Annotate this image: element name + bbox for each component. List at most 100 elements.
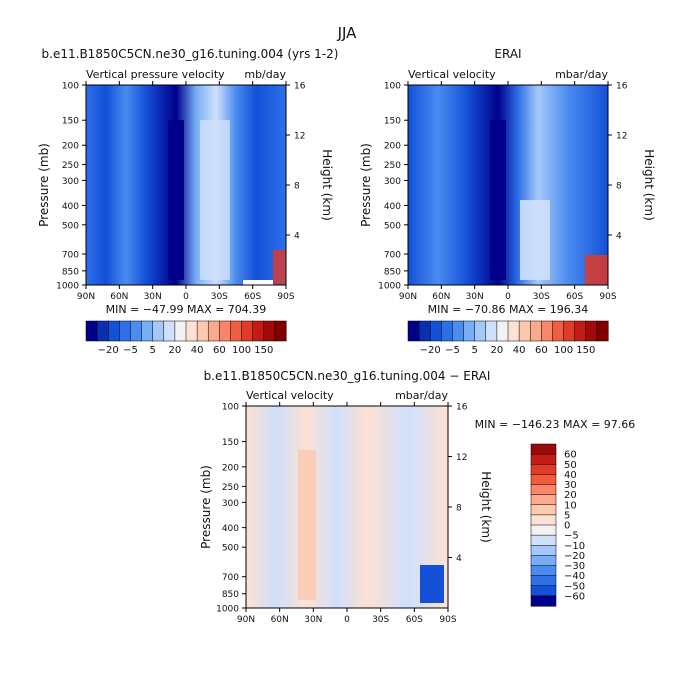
y-tick-label: 850 [222, 590, 239, 600]
colorbar-label: −40 [564, 571, 585, 582]
colorbar-label: 60 [564, 450, 577, 461]
colorbar-label: −5 [445, 345, 460, 356]
y-tick-label: 1000 [216, 605, 239, 615]
colorbar-label: 20 [491, 345, 504, 356]
colorbar-swatch [518, 320, 531, 342]
x-tick-label: 90N [399, 292, 417, 302]
colorbar-swatch [530, 484, 557, 496]
colorbar-swatch [485, 320, 498, 342]
x-tick-label: 30N [466, 292, 484, 302]
colorbar-swatch [496, 320, 509, 342]
colorbar-swatch [474, 320, 487, 342]
heatmap-feature [520, 200, 550, 280]
colorbar-swatch [529, 320, 542, 342]
colorbar-swatch [441, 320, 453, 342]
heatmap-feature [420, 565, 444, 603]
colorbar-swatch [463, 320, 476, 342]
x-tick-label: 30S [211, 292, 228, 302]
y-tick-label: 250 [222, 483, 239, 493]
x-tick-label: 30S [533, 292, 550, 302]
y-tick-label: 200 [384, 142, 401, 152]
colorbar-swatch [530, 494, 557, 506]
colorbar-label: −20 [420, 345, 441, 356]
colorbar-swatch [552, 320, 565, 342]
y2-tick-label: 16 [616, 82, 628, 92]
colorbar-label: 60 [213, 345, 226, 356]
panel-title: b.e11.B1850C5CN.ne30_g16.tuning.004 − ER… [204, 369, 491, 383]
colorbar-swatch [530, 524, 557, 536]
colorbar-label: 40 [513, 345, 526, 356]
y-tick-label: 250 [384, 161, 401, 171]
colorbar-swatch [141, 320, 154, 342]
stats-label: MIN = −47.99 MAX = 704.39 [106, 303, 267, 316]
panel-subtitle-right: mbar/day [555, 68, 608, 81]
y-axis-label: Pressure (mb) [359, 143, 373, 227]
colorbar-label: −30 [564, 561, 585, 572]
x-tick-label: 90S [277, 292, 294, 302]
colorbar-swatch [429, 320, 442, 342]
y-tick-label: 500 [62, 221, 79, 231]
colorbar-swatch [130, 320, 143, 342]
colorbar-swatch [530, 575, 557, 587]
colorbar-swatch [530, 545, 557, 556]
colorbar-swatch [507, 320, 520, 342]
y-tick-label: 100 [222, 403, 239, 413]
x-tick-label: 60N [432, 292, 450, 302]
colorbar-label: 150 [576, 345, 595, 356]
y-tick-label: 850 [384, 267, 401, 277]
x-tick-label: 30S [372, 615, 389, 625]
y-tick-label: 250 [62, 161, 79, 171]
y2-tick-label: 12 [616, 132, 627, 142]
colorbar-label: 10 [564, 500, 577, 511]
colorbar-swatch [85, 320, 98, 342]
y2-axis-label: Height (km) [642, 149, 656, 220]
colorbar-swatch [219, 320, 231, 342]
panel-title: b.e11.B1850C5CN.ne30_g16.tuning.004 (yrs… [42, 47, 339, 61]
heatmap-feature [243, 280, 273, 286]
y2-tick-label: 12 [456, 453, 467, 463]
y-tick-label: 700 [222, 573, 239, 583]
colorbar: −20 −5 5 20 40 60 100 150 [85, 320, 287, 356]
heatmap-feature [298, 450, 316, 600]
stats-label: MIN = −70.86 MAX = 196.34 [428, 303, 589, 316]
x-tick-label: 0 [505, 292, 511, 302]
colorbar-label: 40 [191, 345, 204, 356]
colorbar-label: 20 [169, 345, 182, 356]
axes: 90N 60N 30N 0 30S 60S 90S 100 150 200 250 300 400 500… [56, 81, 306, 302]
x-tick-label: 90S [439, 615, 456, 625]
colorbar-swatch [530, 474, 557, 486]
colorbar-swatch [230, 320, 243, 342]
x-tick-label: 0 [344, 615, 350, 625]
panel-title: ERAI [494, 47, 521, 61]
colorbar-label: 100 [232, 345, 251, 356]
colorbar-label: 50 [564, 460, 577, 471]
x-tick-label: 60S [406, 615, 423, 625]
heatmap-field [408, 85, 608, 285]
colorbar-swatch [530, 534, 557, 546]
page-title: JJA [337, 24, 358, 42]
colorbar-swatch [174, 320, 187, 342]
colorbar-label: 40 [564, 470, 577, 481]
panel-subtitle-right: mbar/day [395, 389, 448, 402]
colorbar-swatch [163, 320, 176, 342]
colorbar-swatch [418, 320, 431, 342]
colorbar-swatch [252, 320, 265, 342]
colorbar-label: 30 [564, 480, 577, 491]
colorbar-swatch [530, 585, 557, 597]
colorbar-label: 5 [149, 345, 155, 356]
y-tick-label: 1000 [56, 282, 79, 292]
panel-subtitle-left: Vertical pressure velocity [86, 68, 225, 81]
colorbar-swatch [530, 443, 557, 455]
y-tick-label: 150 [222, 438, 239, 448]
panel-subtitle-right: mb/day [244, 68, 286, 81]
colorbar-swatch [574, 320, 587, 342]
x-tick-label: 60N [271, 615, 289, 625]
colorbar-label: −50 [564, 581, 585, 592]
y-tick-label: 500 [222, 544, 239, 554]
y-tick-label: 300 [62, 177, 79, 187]
y2-tick-label: 4 [294, 232, 300, 242]
y-tick-label: 400 [384, 202, 401, 212]
y-axis-label: Pressure (mb) [199, 465, 213, 549]
x-tick-label: 30N [144, 292, 162, 302]
